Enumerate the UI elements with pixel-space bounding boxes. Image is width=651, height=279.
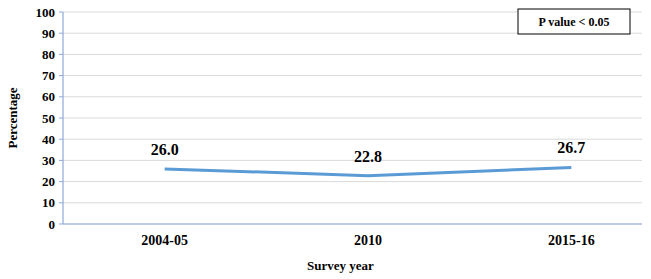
data-label: 26.7 bbox=[557, 139, 585, 156]
chart-svg: 0 10 20 30 40 50 60 70 80 90 100 2004-05 2010 2015-16… bbox=[0, 0, 651, 279]
data-line bbox=[165, 167, 572, 175]
y-tick-label: 30 bbox=[42, 153, 55, 168]
y-tick-label: 90 bbox=[42, 26, 55, 41]
data-label: 26.0 bbox=[151, 141, 179, 158]
y-tick-label: 60 bbox=[42, 89, 55, 104]
x-tick-label: 2010 bbox=[354, 233, 382, 248]
annotation: P value < 0.05 bbox=[539, 15, 610, 29]
chart-container: 0 10 20 30 40 50 60 70 80 90 100 2004-05 2010 2015-16… bbox=[0, 0, 651, 279]
y-axis-title: Percentage bbox=[5, 87, 20, 148]
y-tick-label: 80 bbox=[42, 47, 55, 62]
grid-line bbox=[63, 54, 642, 55]
grid-line bbox=[63, 139, 642, 140]
grid-line bbox=[63, 224, 642, 225]
y-tick-label: 100 bbox=[36, 5, 56, 20]
x-axis-line bbox=[63, 223, 642, 224]
plot-area bbox=[165, 167, 572, 175]
grid-line bbox=[63, 118, 642, 119]
y-tick-label: 20 bbox=[42, 174, 55, 189]
x-axis-title: Survey year bbox=[307, 258, 374, 273]
x-tick-label: 2004-05 bbox=[141, 233, 188, 248]
data-label: 22.8 bbox=[354, 148, 382, 165]
y-tick-label: 70 bbox=[42, 68, 55, 83]
annotation-box bbox=[518, 9, 630, 34]
grid-line bbox=[63, 181, 642, 182]
grid-line bbox=[63, 202, 642, 203]
y-axis-line bbox=[62, 12, 63, 224]
grid-line bbox=[63, 96, 642, 97]
grid-line bbox=[63, 160, 642, 161]
grid-line bbox=[63, 75, 642, 76]
y-tick-label: 50 bbox=[42, 111, 55, 126]
y-tick-label: 40 bbox=[42, 132, 55, 147]
y-tick-label: 10 bbox=[42, 195, 55, 210]
y-tick-label: 0 bbox=[49, 217, 56, 232]
x-tick-label: 2015-16 bbox=[548, 233, 595, 248]
